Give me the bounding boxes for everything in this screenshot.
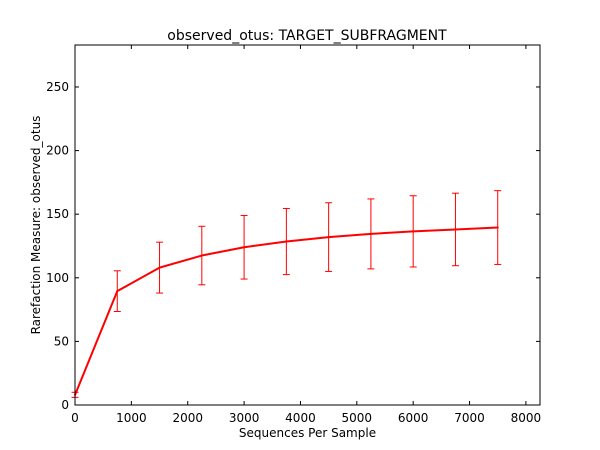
data-point [158, 266, 161, 269]
axis-ticks: 0 1000 2000 3000 4000 5000 6000 7000 8000 0 50 100 1… [46, 45, 541, 425]
y-tick-label: 50 [54, 334, 69, 348]
x-tick-label: 2000 [172, 411, 203, 425]
data-point [369, 232, 372, 235]
y-tick-label: 0 [61, 398, 69, 412]
y-axis-label: Rarefaction Measure: observed_otus [29, 116, 43, 335]
y-tick-label: 150 [46, 207, 69, 221]
x-tick-label: 1000 [116, 411, 147, 425]
series-layer [71, 190, 502, 398]
x-tick-label: 7000 [454, 411, 485, 425]
data-point [285, 240, 288, 243]
chart-title: observed_otus: TARGET_SUBFRAGMENT [167, 28, 447, 44]
x-axis-label: Sequences Per Sample [239, 426, 376, 440]
plot-frame [74, 44, 541, 406]
data-point [412, 230, 415, 233]
data-point [200, 254, 203, 257]
x-tick-label: 5000 [342, 411, 373, 425]
x-tick-label: 4000 [285, 411, 316, 425]
x-tick-label: 3000 [229, 411, 260, 425]
x-tick-label: 0 [71, 411, 79, 425]
data-point [454, 228, 457, 231]
y-tick-label: 200 [46, 144, 69, 158]
data-point [496, 226, 499, 229]
y-tick-label: 250 [46, 80, 69, 94]
x-tick-label: 8000 [511, 411, 542, 425]
x-tick-label: 6000 [398, 411, 429, 425]
data-point [243, 246, 246, 249]
y-tick-label: 100 [46, 271, 69, 285]
data-point [327, 236, 330, 239]
data-point [116, 290, 119, 293]
